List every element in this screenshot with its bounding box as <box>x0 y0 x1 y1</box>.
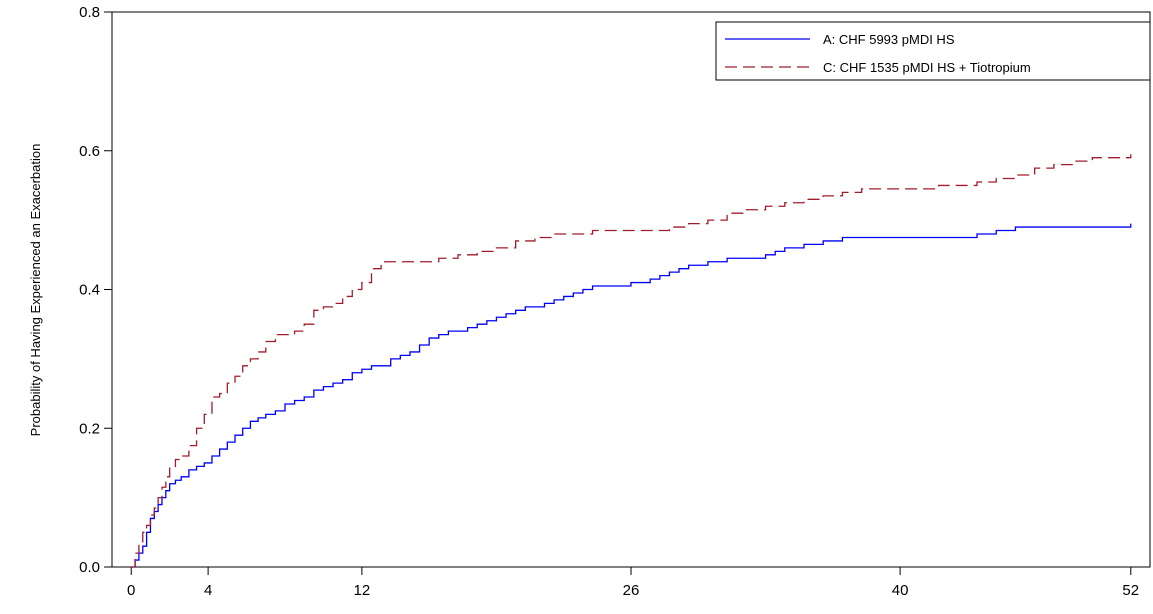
y-tick-label: 0.4 <box>79 282 100 299</box>
y-tick-label: 0.0 <box>79 559 100 576</box>
plot-frame <box>111 11 1151 568</box>
series-c-line <box>131 154 1132 568</box>
y-tick-label: 0.6 <box>79 143 100 160</box>
x-tick-label: 0 <box>127 582 135 599</box>
x-tick-label: 40 <box>892 582 909 599</box>
legend-box <box>715 21 1151 81</box>
series-lines <box>131 154 1132 568</box>
x-tick-label: 52 <box>1122 582 1139 599</box>
y-axis-ticks: 0.0 0.2 0.4 0.6 0.8 <box>79 4 112 576</box>
series-a-line <box>131 223 1132 568</box>
y-tick-label: 0.2 <box>79 420 100 437</box>
x-tick-label: 26 <box>623 582 640 599</box>
legend-label-c: C: CHF 1535 pMDI HS + Tiotropium <box>823 60 1031 75</box>
x-tick-label: 12 <box>354 582 371 599</box>
y-tick-label: 0.8 <box>79 4 100 21</box>
x-axis-ticks: 0 4 12 26 40 52 <box>127 567 1139 599</box>
legend-label-a: A: CHF 5993 pMDI HS <box>823 32 955 47</box>
legend: A: CHF 5993 pMDI HS C: CHF 1535 pMDI HS … <box>715 21 1151 81</box>
y-axis-title: Probability of Having Experienced an Exa… <box>28 144 43 437</box>
x-tick-label: 4 <box>204 582 212 599</box>
